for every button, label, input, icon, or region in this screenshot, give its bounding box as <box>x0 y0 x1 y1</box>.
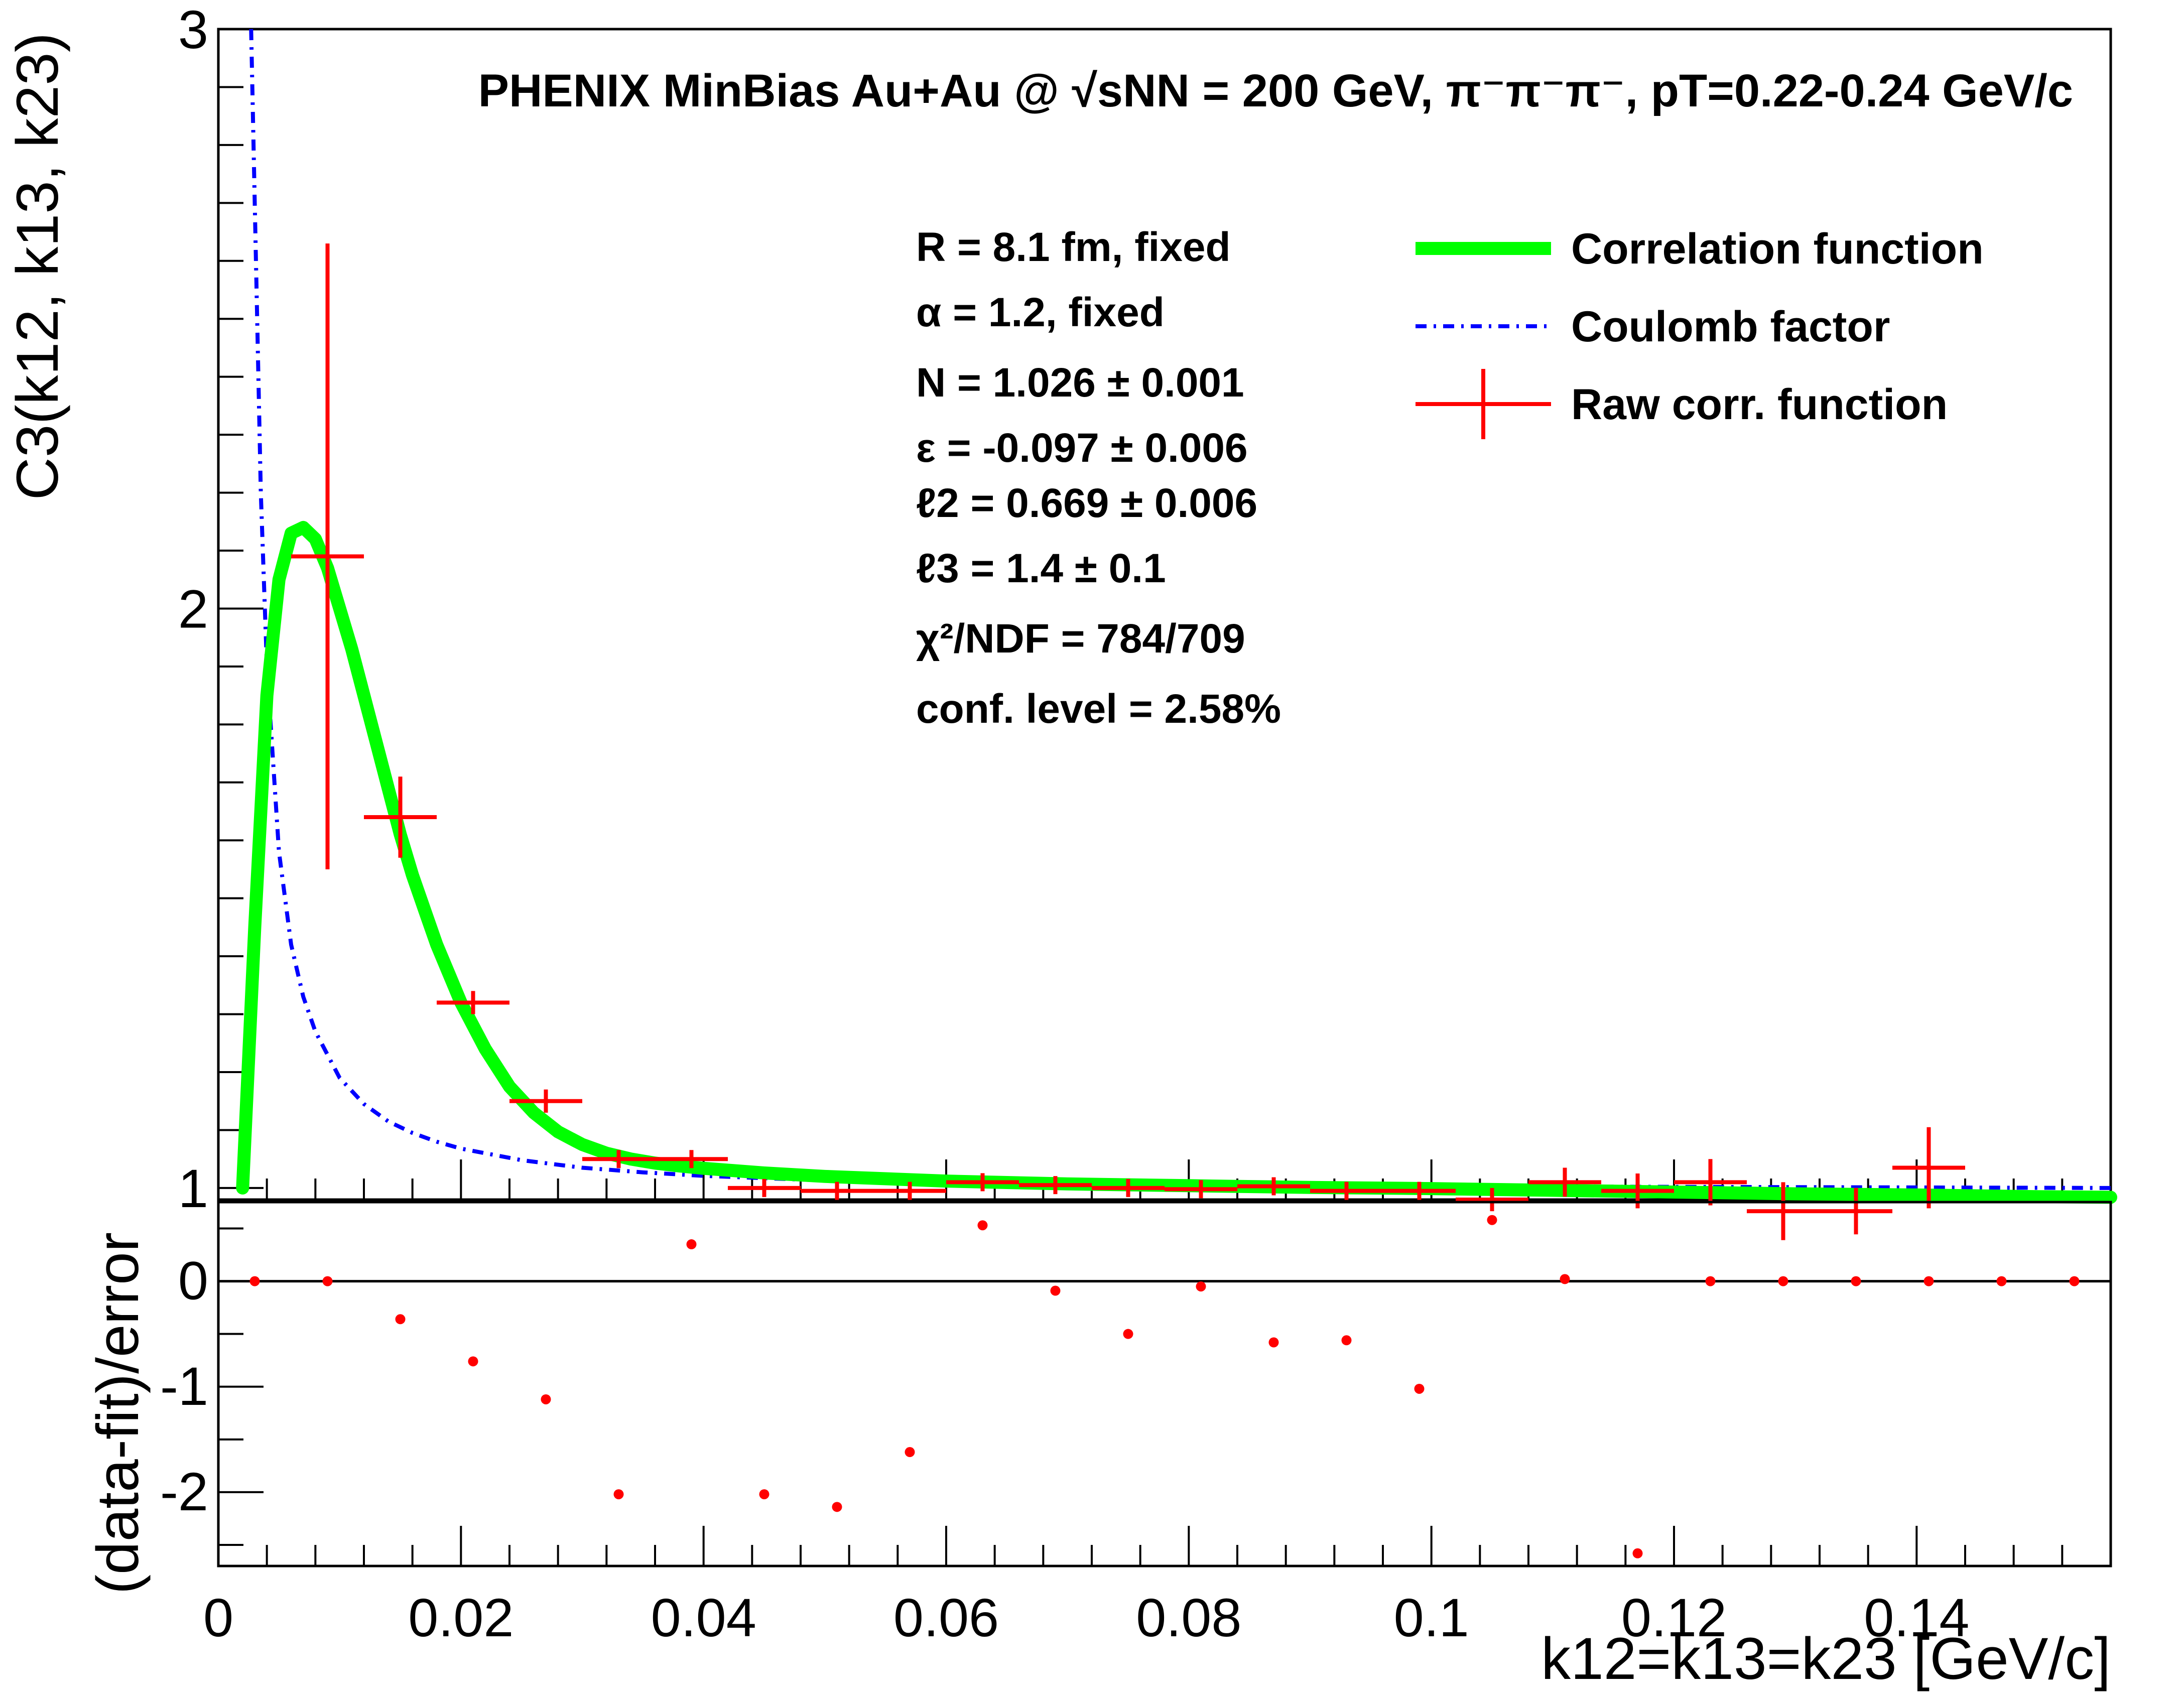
legend-entry: Raw corr. function <box>1416 369 1948 439</box>
x-tick-label: 0.08 <box>1136 1587 1241 1648</box>
residual-point <box>905 1447 915 1458</box>
raw-corr-point <box>655 1150 728 1168</box>
raw-corr-point <box>1310 1182 1383 1200</box>
fit-info-line: ε = -0.097 ± 0.006 <box>916 425 1248 471</box>
top-y-tick-label: 1 <box>178 1158 208 1219</box>
residual-point <box>1778 1276 1788 1286</box>
fit-info-line: conf. level = 2.58% <box>916 686 1281 732</box>
bottom-tick-labels: 0 -1 -2 0 0.02 0.04 0.06 0.08 0.1 0.12 0.14 <box>160 1250 1969 1648</box>
residual-point <box>1268 1337 1279 1348</box>
residual-points-layer <box>249 1215 2080 1558</box>
top-plot-frame <box>217 28 2112 1201</box>
bottom-y-tick-label: -2 <box>160 1461 208 1522</box>
residual-point <box>322 1276 333 1286</box>
legend-entry: Coulomb factor <box>1416 303 1890 351</box>
fit-info-line: α = 1.2, fixed <box>916 290 1165 335</box>
raw-corr-point <box>1092 1179 1165 1197</box>
fit-info-line: ℓ2 = 0.669 ± 0.006 <box>916 480 1257 526</box>
bottom-panel: 0 -1 -2 0 0.02 0.04 0.06 0.08 0.1 0.12 0.14 (data-… <box>85 1201 2112 1692</box>
fit-info-line: N = 1.026 ± 0.001 <box>916 360 1244 406</box>
raw-corr-point <box>1019 1176 1092 1195</box>
residual-point <box>1487 1215 1497 1225</box>
residual-point <box>1632 1548 1643 1558</box>
raw-corr-point <box>509 1089 582 1113</box>
x-tick-label: 0 <box>203 1587 233 1648</box>
residual-point <box>1996 1276 2007 1286</box>
raw-corr-point <box>873 1182 946 1200</box>
raw-corr-point <box>1456 1188 1528 1212</box>
top-y-axis-title: C3(k12, k13, k23) <box>5 33 71 500</box>
residual-point <box>759 1489 769 1500</box>
top-series-layer <box>236 29 2117 1240</box>
residual-point <box>1560 1274 1570 1284</box>
raw-corr-point <box>801 1182 873 1200</box>
top-y-axis-ticks <box>218 28 264 1189</box>
residual-point <box>541 1394 551 1404</box>
residual-point <box>686 1239 697 1250</box>
raw-corr-point <box>1747 1182 1820 1240</box>
residual-point <box>1923 1276 1934 1286</box>
raw-corr-point <box>728 1179 801 1197</box>
x-axis-title: k12=k13=k23 [GeV/c] <box>1541 1626 2111 1692</box>
residual-point <box>1123 1329 1133 1339</box>
residual-point <box>1705 1276 1716 1286</box>
raw-corr-point <box>1165 1180 1237 1199</box>
raw-corr-point <box>437 991 509 1014</box>
legend-entry: Correlation function <box>1416 225 1984 273</box>
top-y-tick-label: 3 <box>178 0 208 60</box>
legend-label: Coulomb factor <box>1571 303 1890 351</box>
fit-info-line: R = 8.1 fm, fixed <box>916 224 1231 270</box>
legend-label: Raw corr. function <box>1571 380 1948 429</box>
raw-corr-point <box>1383 1182 1456 1200</box>
raw-corr-point <box>1528 1167 1601 1197</box>
bottom-y-axis-title: (data-fit)/error <box>85 1232 151 1594</box>
residual-point <box>1341 1335 1352 1346</box>
bottom-axis-ticks <box>217 1227 2112 1566</box>
raw-corr-point <box>1892 1127 1965 1209</box>
residual-point <box>2069 1276 2080 1286</box>
residual-point <box>1414 1383 1425 1394</box>
top-panel: 1 2 3 PHENIX MinBias Au+Au @ √sNN = 200 Ge… <box>5 0 2117 1240</box>
raw-corr-point <box>364 776 437 858</box>
residual-point <box>249 1276 260 1286</box>
residual-point <box>977 1220 988 1231</box>
residual-point <box>1050 1285 1061 1296</box>
x-tick-label: 0.14 <box>1864 1587 1969 1648</box>
raw-corr-point <box>1820 1188 1892 1235</box>
fit-info-line: ℓ3 = 1.4 ± 0.1 <box>916 546 1166 591</box>
x-tick-label: 0.04 <box>651 1587 756 1648</box>
chart-title: PHENIX MinBias Au+Au @ √sNN = 200 GeV, π… <box>478 65 2073 116</box>
residual-point <box>468 1356 478 1367</box>
residual-point <box>1851 1276 1861 1286</box>
residual-point <box>395 1314 406 1325</box>
legend: Correlation function Coulomb factor Raw co… <box>1416 225 1984 439</box>
bottom-plot-frame <box>217 1201 2112 1568</box>
residual-point <box>613 1489 624 1500</box>
legend-label: Correlation function <box>1571 225 1984 273</box>
fit-info-line: χ²/NDF = 784/709 <box>916 616 1245 662</box>
raw-corr-point <box>291 243 364 869</box>
bottom-y-tick-label: -1 <box>160 1356 208 1416</box>
raw-corr-point <box>1674 1159 1747 1206</box>
x-tick-label: 0.02 <box>408 1587 513 1648</box>
x-tick-label: 0.06 <box>893 1587 999 1648</box>
bottom-y-tick-label: 0 <box>178 1250 208 1311</box>
residual-point <box>832 1502 842 1512</box>
raw-corr-point <box>582 1150 655 1168</box>
fit-info-box: R = 8.1 fm, fixed α = 1.2, fixed N = 1.026… <box>916 224 1281 732</box>
x-tick-label: 0.12 <box>1621 1587 1727 1648</box>
raw-corr-point <box>1237 1177 1310 1196</box>
x-tick-label: 0.1 <box>1394 1587 1469 1648</box>
top-y-tick-labels: 1 2 3 <box>178 0 208 1219</box>
top-y-tick-label: 2 <box>178 578 208 639</box>
raw-corr-point <box>946 1173 1019 1192</box>
residual-point <box>1196 1281 1206 1292</box>
